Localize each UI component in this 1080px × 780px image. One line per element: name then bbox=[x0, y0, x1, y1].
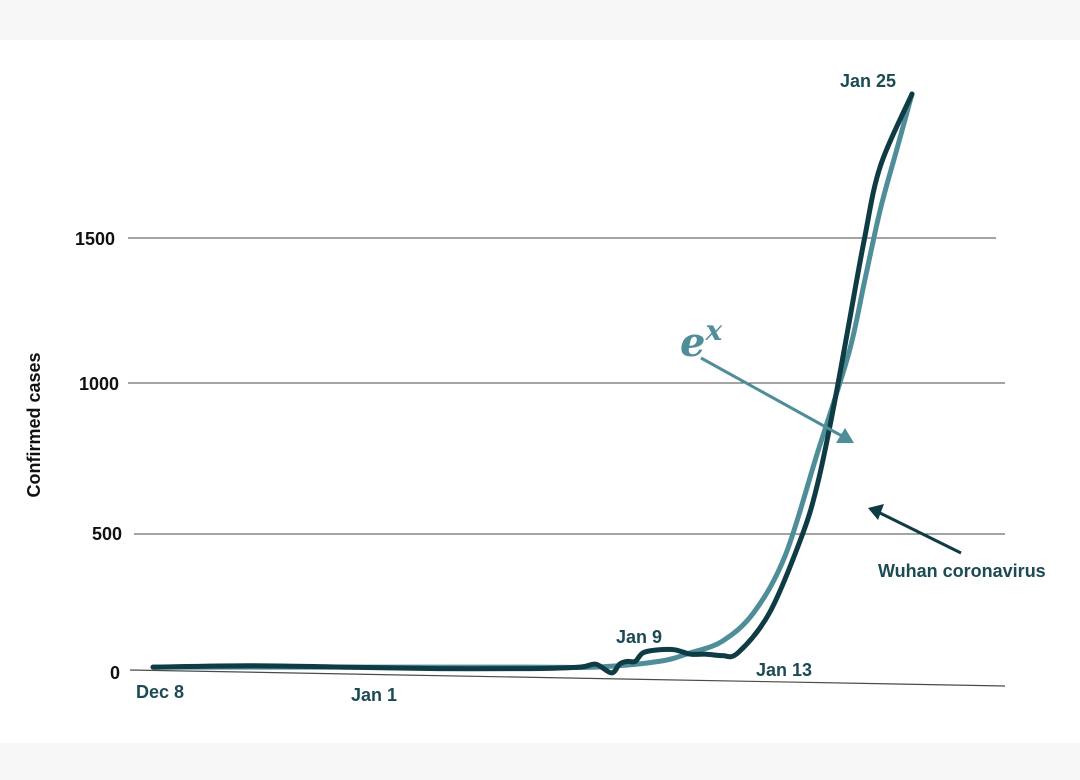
annotation-jan13: Jan 13 bbox=[756, 660, 812, 680]
annotation-jan9: Jan 9 bbox=[616, 627, 662, 647]
y-tick-1500: 1500 bbox=[75, 229, 115, 249]
chart-panel bbox=[0, 40, 1080, 743]
arrow-ex-shaft bbox=[700, 356, 843, 438]
arrow-wuhan-shaft bbox=[879, 511, 962, 555]
series-label-wuhan: Wuhan coronavirus bbox=[878, 561, 1046, 581]
y-tick-1000: 1000 bbox=[79, 374, 119, 394]
y-axis-label: Confirmed cases bbox=[24, 352, 44, 497]
annotation-dec8: Dec 8 bbox=[136, 682, 184, 702]
series-line-wuhan bbox=[150, 91, 915, 676]
arrow-wuhan-head bbox=[868, 504, 884, 520]
y-tick-0: 0 bbox=[110, 663, 120, 683]
annotation-jan25: Jan 25 bbox=[840, 71, 896, 91]
series-line-ex bbox=[150, 91, 915, 671]
y-tick-500: 500 bbox=[92, 524, 122, 544]
arrow-ex-head bbox=[836, 428, 854, 443]
baseline-axis bbox=[129, 669, 1006, 687]
annotation-jan1: Jan 1 bbox=[351, 685, 397, 705]
